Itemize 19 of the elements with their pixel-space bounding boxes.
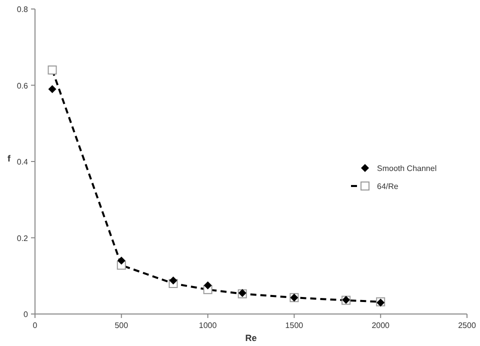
- y-tick-label: 0.8: [16, 5, 29, 14]
- y-axis-title: f: [8, 154, 12, 164]
- legend-label: Smooth Channel: [377, 164, 437, 173]
- x-tick-label: 2000: [372, 321, 390, 330]
- y-tick-label: 0: [24, 310, 29, 319]
- x-tick-label: 2500: [458, 321, 476, 330]
- legend-label: 64/Re: [377, 182, 399, 191]
- y-tick-label: 0.4: [16, 158, 29, 166]
- y-tick-label: 0.2: [16, 234, 29, 243]
- point: [204, 281, 212, 290]
- y-tick-label: 0.6: [16, 81, 29, 90]
- x-tick-label: 0: [32, 321, 38, 330]
- x-tick-label: 1000: [198, 321, 218, 330]
- point: [48, 85, 56, 94]
- x-tick-label: 1500: [285, 321, 304, 330]
- x-tick-label: 500: [114, 321, 129, 330]
- point: [169, 276, 178, 284]
- point: [117, 256, 126, 265]
- x-axis-title: Re: [245, 333, 257, 343]
